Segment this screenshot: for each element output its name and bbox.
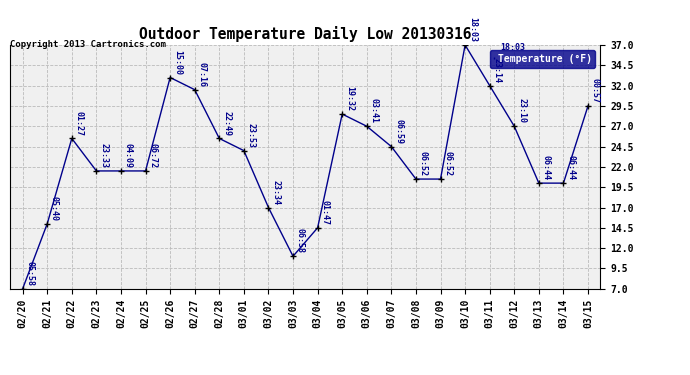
Text: 23:14: 23:14 [493, 58, 502, 83]
Text: 18:03: 18:03 [468, 17, 477, 42]
Text: 22:49: 22:49 [222, 111, 231, 136]
Text: 23:53: 23:53 [246, 123, 256, 148]
Text: 18:03: 18:03 [500, 42, 525, 51]
Text: 15:00: 15:00 [173, 50, 182, 75]
Text: 05:58: 05:58 [26, 261, 34, 286]
Text: 06:59: 06:59 [394, 119, 403, 144]
Text: 03:41: 03:41 [370, 99, 379, 123]
Text: 06:72: 06:72 [148, 143, 157, 168]
Text: 23:10: 23:10 [517, 99, 526, 123]
Text: 04:09: 04:09 [124, 143, 132, 168]
Text: 00:57: 00:57 [591, 78, 600, 103]
Text: 06:58: 06:58 [296, 228, 305, 254]
Text: 06:52: 06:52 [443, 151, 453, 176]
Text: 01:27: 01:27 [75, 111, 83, 136]
Text: 19:32: 19:32 [345, 86, 354, 111]
Text: 07:16: 07:16 [197, 62, 206, 87]
Text: 05:40: 05:40 [50, 196, 59, 221]
Text: Copyright 2013 Cartronics.com: Copyright 2013 Cartronics.com [10, 40, 166, 49]
Text: 01:47: 01:47 [320, 200, 329, 225]
Text: 23:34: 23:34 [271, 180, 280, 205]
Text: 06:44: 06:44 [566, 155, 575, 180]
Title: Outdoor Temperature Daily Low 20130316: Outdoor Temperature Daily Low 20130316 [139, 27, 471, 42]
Legend: Temperature (°F): Temperature (°F) [490, 50, 595, 68]
Text: 23:33: 23:33 [99, 143, 108, 168]
Text: 06:52: 06:52 [419, 151, 428, 176]
Text: 06:44: 06:44 [542, 155, 551, 180]
